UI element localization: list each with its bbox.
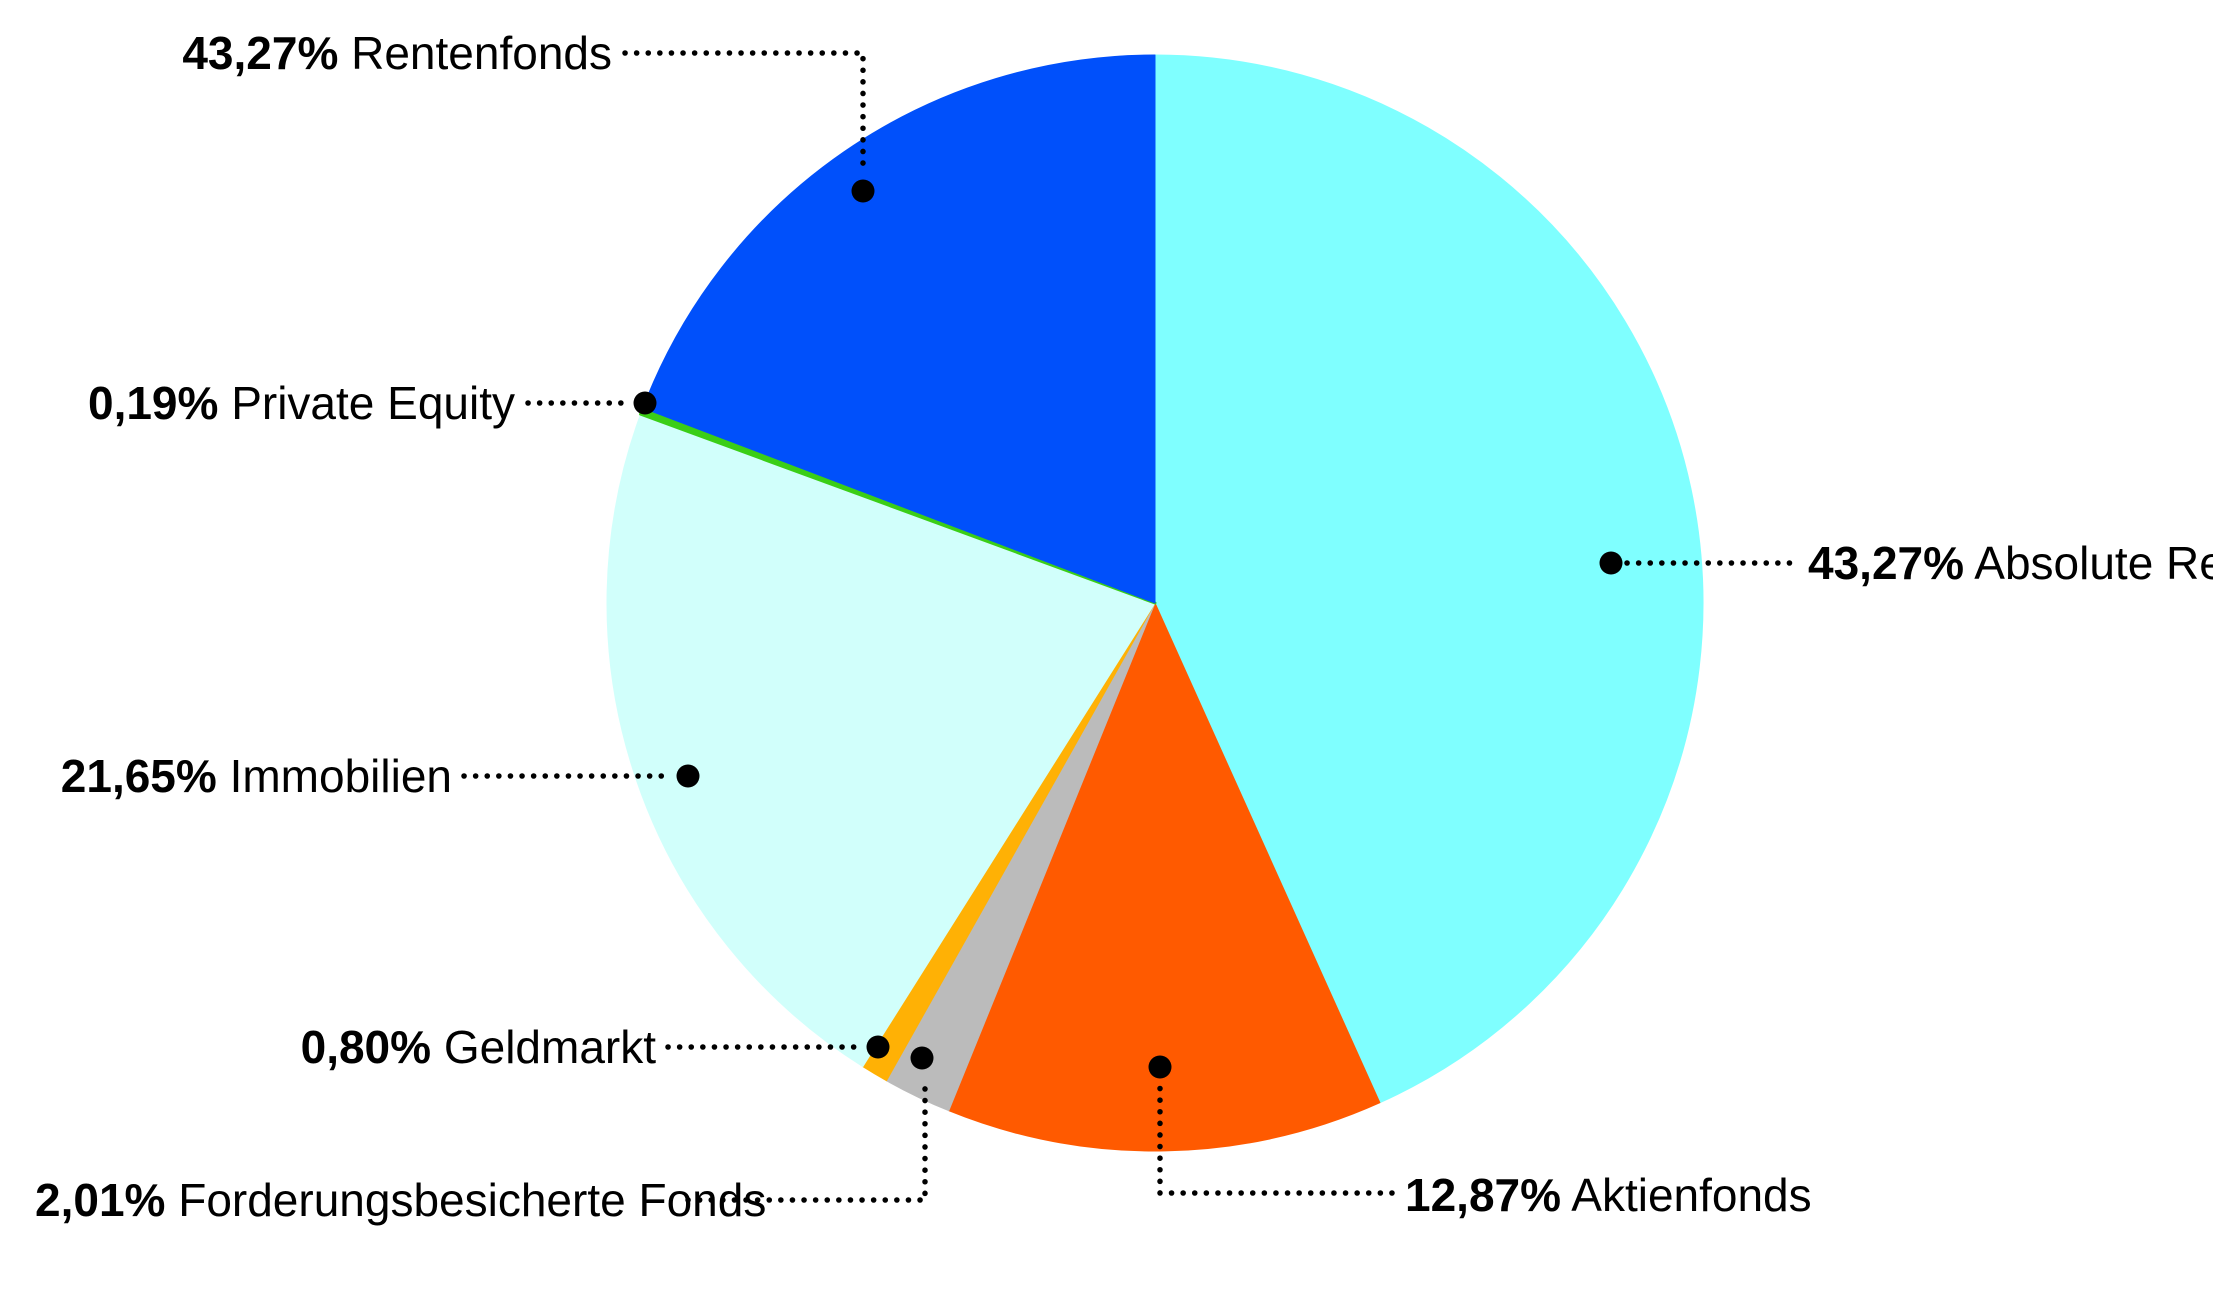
leader-line-forderungsbesicherte	[685, 1077, 928, 1203]
callout-geldmarkt: 0,80% Geldmarkt	[301, 1018, 656, 1076]
callout-rentenfonds: 43,27% Rentenfonds	[182, 24, 612, 82]
marker-dot-forderungsbesicherte	[910, 1046, 934, 1070]
marker-dot-rentenfonds	[851, 179, 875, 203]
leader-line-aktienfonds	[1157, 1081, 1395, 1196]
leader-line-rentenfonds	[622, 50, 866, 177]
leader-lines	[461, 50, 1798, 1203]
marker-dot-immobilien	[676, 764, 700, 788]
geldmarkt-percent: 0,80%	[300, 1021, 432, 1073]
immobilien-percent: 21,65%	[60, 750, 217, 802]
slice-aktienfonds	[948, 602, 1381, 1152]
marker-dot-private-equity	[633, 391, 657, 415]
private-equity-percent: 0,19%	[87, 377, 219, 429]
slice-immobilien	[606, 413, 1156, 1068]
slice-rentenfonds	[642, 54, 1156, 604]
callout-absolute-return: 43,27% Absolute Return	[1808, 534, 2213, 592]
callout-aktienfonds: 12,87% Aktienfonds	[1405, 1166, 1812, 1224]
rentenfonds-percent: 43,27%	[182, 27, 339, 79]
callout-immobilien: 21,65% Immobilien	[61, 747, 452, 805]
marker-dot-aktienfonds	[1148, 1055, 1172, 1079]
aktienfonds-percent: 12,87%	[1405, 1169, 1562, 1221]
marker-dot-absolute-return	[1599, 551, 1623, 575]
pie-slices	[606, 54, 1704, 1152]
slice-absolute-return	[1154, 54, 1704, 1104]
callout-private-equity: 0,19% Private Equity	[88, 374, 515, 432]
rentenfonds-name: Rentenfonds	[351, 27, 612, 79]
absolute-return-percent: 43,27%	[1808, 537, 1965, 589]
forderungsbesicherte-percent: 2,01%	[35, 1174, 166, 1226]
marker-dot-geldmarkt	[866, 1035, 890, 1059]
geldmarkt-name: Geldmarkt	[443, 1021, 656, 1073]
immobilien-name: Immobilien	[229, 750, 452, 802]
callout-forderungsbesicherte-fonds: 2,01% Forderungsbesicherte Fonds	[35, 1171, 873, 1229]
forderungsbesicherte-name: Forderungsbesicherte Fonds	[178, 1174, 767, 1226]
absolute-return-name: Absolute Return	[1974, 537, 2213, 589]
private-equity-name: Private Equity	[231, 377, 515, 429]
aktienfonds-name: Aktienfonds	[1571, 1169, 1812, 1221]
